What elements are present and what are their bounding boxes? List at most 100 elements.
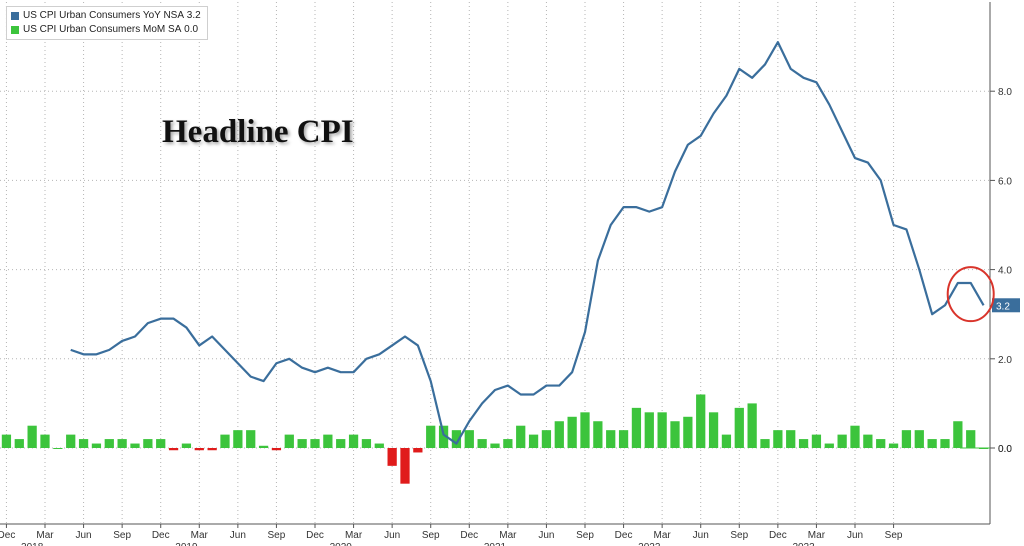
mom-bar (233, 430, 243, 448)
mom-bar (66, 434, 76, 448)
x-tick-label: Sep (113, 530, 131, 541)
x-tick-label: Jun (538, 530, 554, 541)
x-tick-label: Dec (769, 530, 787, 541)
overlay-title: Headline CPI (162, 114, 354, 150)
mom-bar (593, 421, 603, 448)
mom-bar (811, 434, 822, 448)
mom-bar (721, 434, 732, 448)
legend-label-yoy: US CPI Urban Consumers YoY NSA (23, 10, 185, 21)
mom-bar (258, 445, 269, 448)
mom-bar (374, 443, 384, 448)
x-tick-label: Jun (384, 530, 400, 541)
mom-bar (323, 434, 333, 448)
y-tick-label: 0.0 (998, 444, 1012, 455)
mom-bar (760, 439, 770, 448)
mom-bar (516, 425, 526, 448)
x-year-label: 2023 (792, 542, 815, 546)
legend-swatch-mom (11, 26, 19, 34)
mom-bar (696, 394, 706, 448)
mom-bar (297, 439, 307, 448)
mom-bar (940, 439, 950, 448)
mom-bar (554, 421, 564, 448)
x-tick-label: Sep (422, 530, 440, 541)
mom-bar (413, 448, 423, 453)
mom-bar (53, 448, 63, 449)
mom-bar (1, 434, 12, 448)
mom-bar (143, 439, 153, 448)
x-tick-label: Sep (885, 530, 903, 541)
mom-bar (451, 430, 462, 448)
yoy-last-value-tag (992, 298, 1020, 313)
mom-bar (644, 412, 654, 448)
mom-bar (438, 425, 449, 448)
mom-last-value-label: 0.0 (998, 444, 1012, 455)
mom-bar (284, 434, 294, 448)
y-axis-right: 0.02.04.06.08.03.20.0 (960, 2, 1020, 524)
mom-bar (618, 430, 629, 448)
mom-bar (824, 443, 834, 448)
x-axis: Dec Mar Jun Sep Dec Mar Jun Sep Dec Mar Jun Sep Dec M… (0, 523, 990, 546)
mom-bars (1, 394, 989, 484)
mom-bar (207, 448, 217, 451)
legend-item-mom: US CPI Urban Consumers MoM SA 0.0 (11, 23, 201, 37)
mom-bar (876, 439, 886, 448)
yoy-series-line (70, 41, 985, 445)
x-year-label: 2022 (638, 542, 661, 546)
mom-bar (734, 407, 744, 448)
mom-bar (670, 421, 680, 448)
mom-bar (837, 434, 847, 448)
mom-bar (194, 448, 204, 451)
legend-swatch-yoy (11, 12, 19, 20)
mom-bar (606, 430, 616, 448)
legend-value-mom: 0.0 (184, 24, 199, 35)
mom-bar (361, 439, 372, 448)
mom-bar (798, 439, 809, 448)
mom-bar (348, 434, 359, 448)
mom-bar (181, 443, 192, 448)
x-tick-label: Mar (808, 530, 826, 541)
legend-value-yoy: 3.2 (186, 10, 201, 21)
mom-bar (901, 430, 912, 448)
mom-bar (888, 443, 899, 448)
x-tick-label: Jun (847, 530, 863, 541)
mom-bar (863, 434, 873, 448)
mom-bar (850, 425, 860, 448)
mom-bar (953, 421, 963, 448)
mom-bar (580, 412, 590, 448)
y-tick-label: 2.0 (998, 355, 1012, 366)
mom-bar (541, 430, 552, 448)
x-tick-label: Mar (345, 530, 363, 541)
y-tick-label: 6.0 (998, 176, 1012, 187)
x-tick-label: Sep (576, 530, 594, 541)
x-tick-label: Mar (191, 530, 209, 541)
mom-bar (387, 448, 397, 466)
x-tick-label: Mar (36, 530, 54, 541)
mom-bar (91, 443, 102, 448)
mom-bar (246, 430, 256, 448)
mom-bar (708, 412, 719, 448)
mom-bar (773, 430, 783, 448)
mom-bar (426, 425, 436, 448)
mom-bar (40, 434, 50, 448)
mom-bar (271, 448, 282, 451)
mom-bar (503, 439, 513, 448)
x-tick-label: Mar (654, 530, 672, 541)
mom-bar (168, 448, 179, 451)
mom-bar (786, 430, 796, 448)
x-tick-label: Dec (615, 530, 633, 541)
x-tick-label: Dec (0, 530, 15, 541)
mom-bar (567, 416, 577, 448)
yoy-last-value-label: 3.2 (996, 301, 1010, 312)
mom-bar (78, 439, 89, 448)
x-year-label: 2021 (484, 542, 507, 546)
mom-bar (310, 439, 320, 448)
mom-bar (464, 430, 474, 448)
mom-bar (914, 430, 924, 448)
mom-bar (747, 403, 757, 448)
yoy-line (70, 41, 985, 445)
highlight-annotation (946, 266, 995, 323)
mom-bar (27, 425, 37, 448)
x-tick-label: Dec (460, 530, 478, 541)
mom-bar (631, 407, 642, 448)
mom-bar (683, 416, 693, 448)
